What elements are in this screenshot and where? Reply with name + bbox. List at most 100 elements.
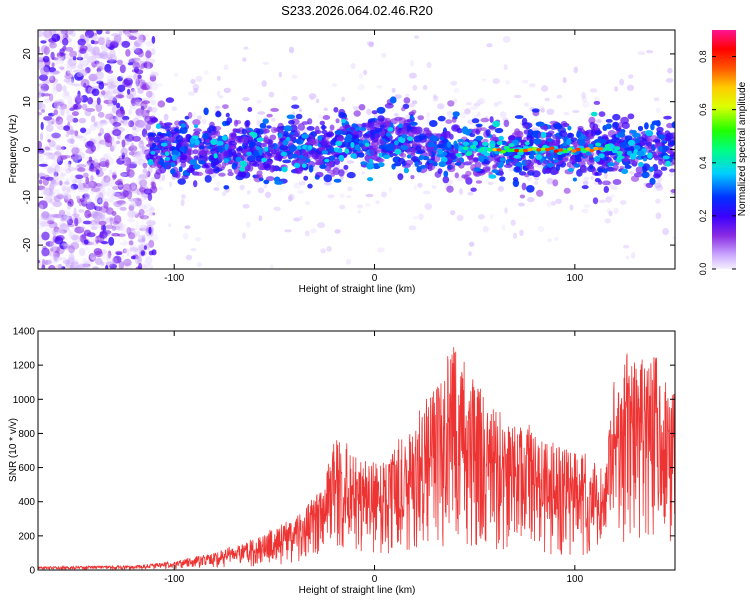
heatmap-cell xyxy=(593,147,599,151)
heatmap-cell xyxy=(190,78,196,85)
heatmap-cell xyxy=(61,242,71,247)
heatmap-cell xyxy=(546,138,553,143)
heatmap-cell xyxy=(365,203,371,207)
heatmap-cell xyxy=(455,157,461,164)
heatmap-cell xyxy=(69,125,74,135)
heatmap-cell xyxy=(216,181,221,187)
heatmap-cell xyxy=(236,147,243,152)
heatmap-cell xyxy=(376,85,383,89)
heatmap-cell xyxy=(513,232,517,239)
heatmap-cell xyxy=(580,166,588,174)
heatmap-cell xyxy=(38,140,42,150)
heatmap-cell xyxy=(300,158,307,162)
heatmap-cell xyxy=(51,118,55,125)
heatmap-cell xyxy=(150,181,155,187)
heatmap-cell xyxy=(104,94,113,98)
heatmap-cell xyxy=(374,133,379,141)
heatmap-cell xyxy=(194,139,200,146)
heatmap-cell xyxy=(477,98,486,105)
heatmap-cell xyxy=(91,256,99,261)
heatmap-cell xyxy=(327,194,335,199)
heatmap-cell xyxy=(141,234,146,243)
y-tick-label: 400 xyxy=(18,497,35,508)
heatmap-cell xyxy=(644,122,649,130)
y-tick-label: 10 xyxy=(22,96,33,108)
heatmap-cell xyxy=(352,106,360,111)
heatmap-cell xyxy=(270,264,274,269)
heatmap-cell xyxy=(84,30,95,39)
heatmap-cell xyxy=(70,261,79,265)
heatmap-cell xyxy=(120,75,124,79)
heatmap-cell xyxy=(381,191,387,198)
heatmap-cell xyxy=(128,133,134,143)
heatmap-cell xyxy=(247,164,254,172)
heatmap-cell xyxy=(346,160,355,164)
heatmap-cell xyxy=(662,281,666,286)
heatmap-cell xyxy=(89,123,97,132)
heatmap-cell xyxy=(95,204,99,214)
heatmap-cell xyxy=(475,180,483,184)
heatmap-cell xyxy=(623,244,630,249)
heatmap-cell xyxy=(334,158,340,166)
heatmap-cell xyxy=(393,162,402,167)
colorbar-tick-label: 0.2 xyxy=(698,210,708,223)
heatmap-cell xyxy=(78,117,87,124)
heatmap-cell xyxy=(475,135,484,141)
heatmap-cell xyxy=(44,195,53,203)
heatmap-cell xyxy=(138,65,145,69)
heatmap-cell xyxy=(141,128,148,138)
heatmap-cell xyxy=(138,140,145,149)
heatmap-cell xyxy=(181,175,189,180)
y-tick-label: 0 xyxy=(29,566,35,577)
heatmap-cell xyxy=(82,220,92,225)
y-tick-label: 0 xyxy=(22,146,33,152)
heatmap-cell xyxy=(437,148,443,154)
heatmap-cell xyxy=(61,38,69,46)
heatmap-cell xyxy=(263,151,272,160)
heatmap-cell xyxy=(429,120,438,127)
heatmap-cell xyxy=(473,114,478,120)
heatmap-cell xyxy=(192,83,200,91)
heatmap-cell xyxy=(321,150,329,155)
heatmap-cell xyxy=(646,152,653,159)
heatmap-cell xyxy=(264,191,272,199)
heatmap-cell xyxy=(135,221,139,230)
heatmap-cell xyxy=(293,182,302,189)
heatmap-cell xyxy=(494,127,504,134)
heatmap-cell xyxy=(315,159,324,166)
heatmap-cell xyxy=(95,235,100,244)
heatmap-cell xyxy=(68,160,72,165)
heatmap-cell xyxy=(366,40,374,46)
heatmap-cell xyxy=(653,97,660,102)
heatmap-cell xyxy=(317,135,323,141)
heatmap-cell xyxy=(246,151,252,156)
heatmap-cell xyxy=(166,164,172,170)
heatmap-cell xyxy=(213,187,220,191)
heatmap-cell xyxy=(74,158,78,164)
heatmap-cell xyxy=(146,61,151,71)
heatmap-cell xyxy=(109,96,119,101)
heatmap-cell xyxy=(546,108,555,116)
heatmap-cell xyxy=(581,208,589,214)
heatmap-cell xyxy=(249,141,255,150)
heatmap-cell xyxy=(148,212,154,217)
heatmap-cell xyxy=(266,125,272,129)
heatmap-cell xyxy=(139,215,149,220)
heatmap-cell xyxy=(58,222,67,232)
heatmap-cell xyxy=(137,74,142,80)
heatmap-cell xyxy=(93,162,101,169)
heatmap-cell xyxy=(262,61,270,65)
heatmap-cell xyxy=(413,185,417,190)
heatmap-cell xyxy=(357,204,363,209)
heatmap-cell xyxy=(213,166,220,174)
heatmap-cell xyxy=(620,199,626,205)
heatmap-cell xyxy=(67,257,75,264)
heatmap-cell xyxy=(550,201,557,206)
heatmap-cell xyxy=(125,49,131,57)
heatmap-cell xyxy=(308,93,317,100)
heatmap-cell xyxy=(38,52,44,61)
heatmap-cell xyxy=(432,161,438,167)
heatmap-cell xyxy=(38,185,46,191)
heatmap-cell xyxy=(339,204,346,210)
heatmap-cell xyxy=(64,218,70,223)
